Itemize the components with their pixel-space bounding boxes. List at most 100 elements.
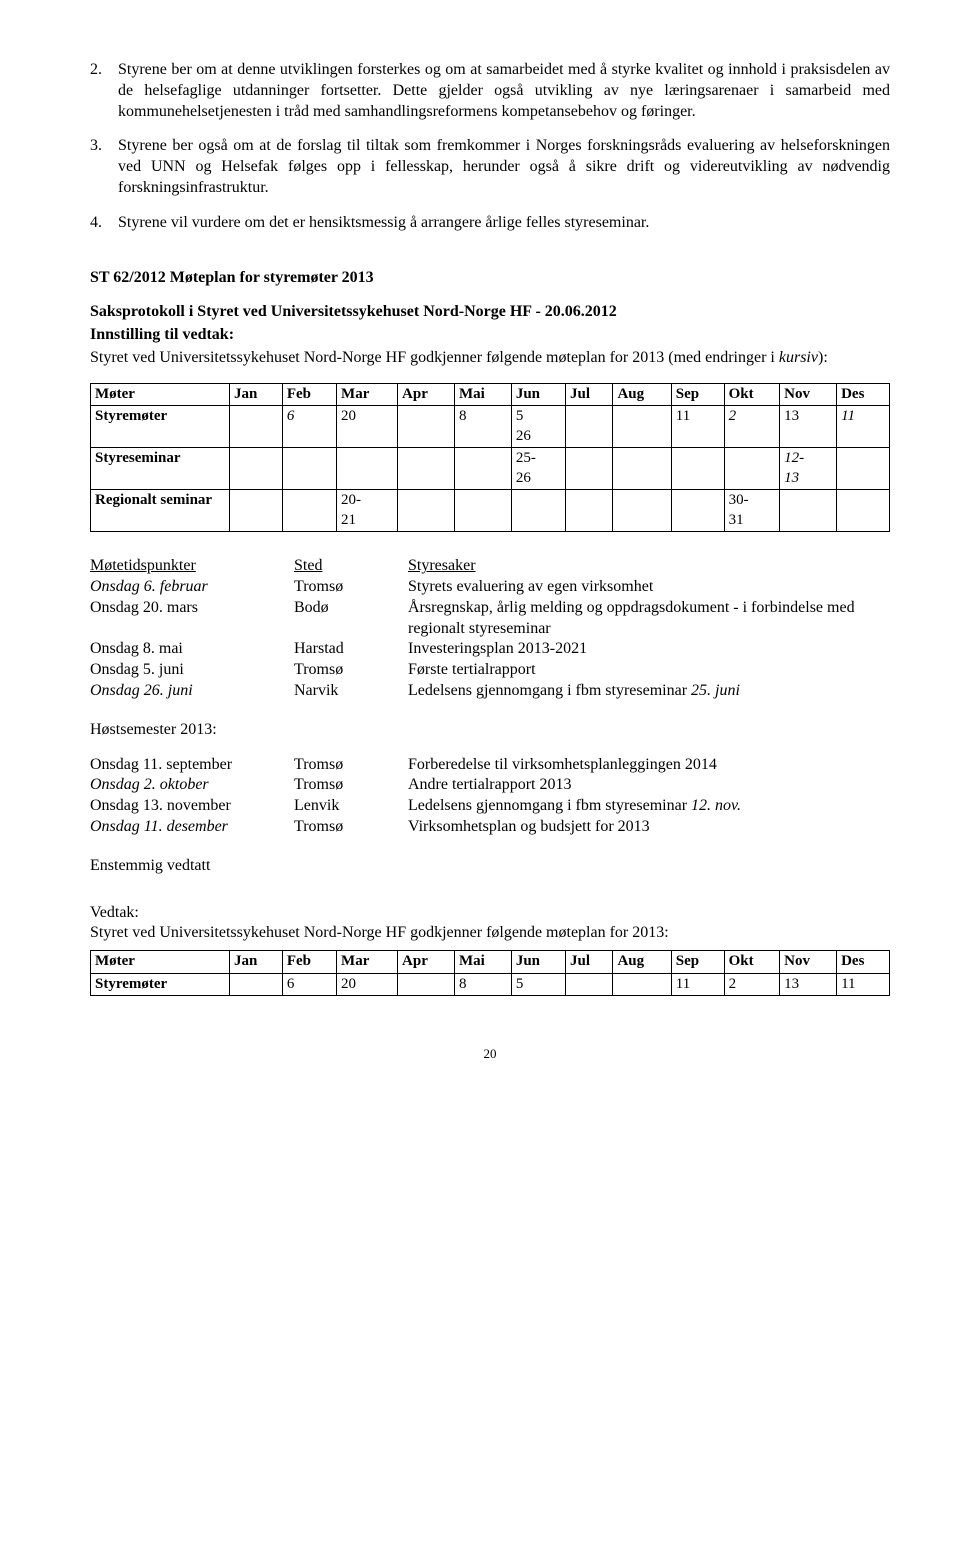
sched-cell <box>566 406 613 448</box>
sched-cell <box>566 448 613 490</box>
sched-col-header: Jul <box>566 383 613 406</box>
sched-cell: 5 <box>511 973 565 996</box>
list-number: 2. <box>90 60 118 122</box>
sched-cell <box>511 490 565 532</box>
sched-cell <box>613 406 671 448</box>
sched-cell: 30- 31 <box>724 490 780 532</box>
meeting-topic: Andre tertialrapport 2013 <box>408 775 890 796</box>
meeting-place: Tromsø <box>294 577 408 598</box>
sched-col-header: Feb <box>282 383 336 406</box>
sched-col-header: Aug <box>613 951 671 974</box>
saksprotokoll: Saksprotokoll i Styret ved Universitetss… <box>90 302 890 323</box>
meeting-place: Harstad <box>294 639 408 660</box>
sched-cell: 12- 13 <box>780 448 837 490</box>
sched-cell <box>230 406 283 448</box>
sched-col-header: Apr <box>398 383 455 406</box>
meeting-place: Narvik <box>294 681 408 702</box>
tab-header: Møtetidspunkter <box>90 556 294 577</box>
meeting-details-autumn: Onsdag 11. septemberTromsøForberedelse t… <box>90 755 890 838</box>
sched-cell <box>837 490 890 532</box>
meeting-topic: Virksomhetsplan og budsjett for 2013 <box>408 817 890 838</box>
sched-cell <box>566 973 613 996</box>
vedtak-text: Styret ved Universitetssykehuset Nord-No… <box>90 923 890 944</box>
sched-row-label: Regionalt seminar <box>91 490 230 532</box>
meeting-date: Onsdag 8. mai <box>90 639 294 660</box>
intro-a: Styret ved Universitetssykehuset Nord-No… <box>90 349 779 366</box>
meeting-topic: Ledelsens gjennomgang i fbm styreseminar… <box>408 681 890 702</box>
sched-cell <box>337 448 398 490</box>
sched-row-label: Styremøter <box>91 406 230 448</box>
list-item: 3.Styrene ber også om at de forslag til … <box>90 136 890 198</box>
sched-col-header: Mai <box>454 951 511 974</box>
sched-cell: 5 26 <box>511 406 565 448</box>
sched-cell <box>613 448 671 490</box>
sched-col-header: Jan <box>230 383 283 406</box>
sched-cell: 13 <box>780 406 837 448</box>
sched-col-header: Okt <box>724 951 780 974</box>
sched-cell <box>398 490 455 532</box>
list-item: 4.Styrene vil vurdere om det er hensikts… <box>90 213 890 234</box>
tab-header: Styresaker <box>408 556 890 577</box>
meeting-topic: Årsregnskap, årlig melding og oppdragsdo… <box>408 598 890 640</box>
sched-cell <box>724 448 780 490</box>
host-semester-label: Høstsemester 2013: <box>90 720 890 741</box>
sched-col-header: Des <box>837 951 890 974</box>
meeting-date: Onsdag 2. oktober <box>90 775 294 796</box>
sched-col-header: Møter <box>91 383 230 406</box>
sched-cell <box>230 490 283 532</box>
sched-col-header: Jun <box>511 951 565 974</box>
sched-col-header: Sep <box>671 951 724 974</box>
meeting-place: Tromsø <box>294 755 408 776</box>
meeting-place: Bodø <box>294 598 408 640</box>
meeting-topic: Forberedelse til virksomhetsplanlegginge… <box>408 755 890 776</box>
sched-cell <box>837 448 890 490</box>
meeting-details-spring: MøtetidspunkterStedStyresakerOnsdag 6. f… <box>90 556 890 702</box>
sched-cell <box>282 448 336 490</box>
sched-col-header: Des <box>837 383 890 406</box>
sched-cell: 2 <box>724 406 780 448</box>
sched-cell <box>613 490 671 532</box>
list-item: 2.Styrene ber om at denne utviklingen fo… <box>90 60 890 122</box>
sched-cell: 20 <box>337 406 398 448</box>
page-number: 20 <box>90 1046 890 1063</box>
sched-cell: 6 <box>282 406 336 448</box>
intro-c: ): <box>818 349 828 366</box>
sched-cell <box>454 490 511 532</box>
list-number: 3. <box>90 136 118 198</box>
schedule-table-2: MøterJanFebMarAprMaiJunJulAugSepOktNovDe… <box>90 950 890 996</box>
sched-cell: 20 <box>337 973 398 996</box>
meeting-place: Tromsø <box>294 660 408 681</box>
sched-cell: 13 <box>780 973 837 996</box>
meeting-topic: Ledelsens gjennomgang i fbm styreseminar… <box>408 796 890 817</box>
sched-cell: 6 <box>282 973 336 996</box>
meeting-date: Onsdag 13. november <box>90 796 294 817</box>
sched-cell <box>671 490 724 532</box>
sched-cell: 11 <box>837 406 890 448</box>
sched-cell <box>566 490 613 532</box>
sched-cell <box>398 973 455 996</box>
meeting-topic: Styrets evaluering av egen virksomhet <box>408 577 890 598</box>
enstemmig-vedtatt: Enstemmig vedtatt <box>90 856 890 877</box>
sched-col-header: Okt <box>724 383 780 406</box>
tab-header: Sted <box>294 556 408 577</box>
sched-cell: 8 <box>454 973 511 996</box>
innstilling-label: Innstilling til vedtak: <box>90 325 890 346</box>
meeting-date: Onsdag 26. juni <box>90 681 294 702</box>
meeting-date: Onsdag 11. desember <box>90 817 294 838</box>
sched-col-header: Jun <box>511 383 565 406</box>
sched-cell: 25- 26 <box>511 448 565 490</box>
sched-cell <box>282 490 336 532</box>
meeting-place: Tromsø <box>294 775 408 796</box>
list-text: Styrene ber også om at de forslag til ti… <box>118 136 890 198</box>
list-text: Styrene vil vurdere om det er hensiktsme… <box>118 213 890 234</box>
sched-cell: 8 <box>454 406 511 448</box>
sched-cell: 11 <box>671 406 724 448</box>
list-number: 4. <box>90 213 118 234</box>
meeting-date: Onsdag 5. juni <box>90 660 294 681</box>
intro-line: Styret ved Universitetssykehuset Nord-No… <box>90 348 890 369</box>
meeting-place: Tromsø <box>294 817 408 838</box>
section-title: ST 62/2012 Møteplan for styremøter 2013 <box>90 268 890 289</box>
sched-col-header: Jul <box>566 951 613 974</box>
sched-cell: 20- 21 <box>337 490 398 532</box>
sched-cell <box>613 973 671 996</box>
